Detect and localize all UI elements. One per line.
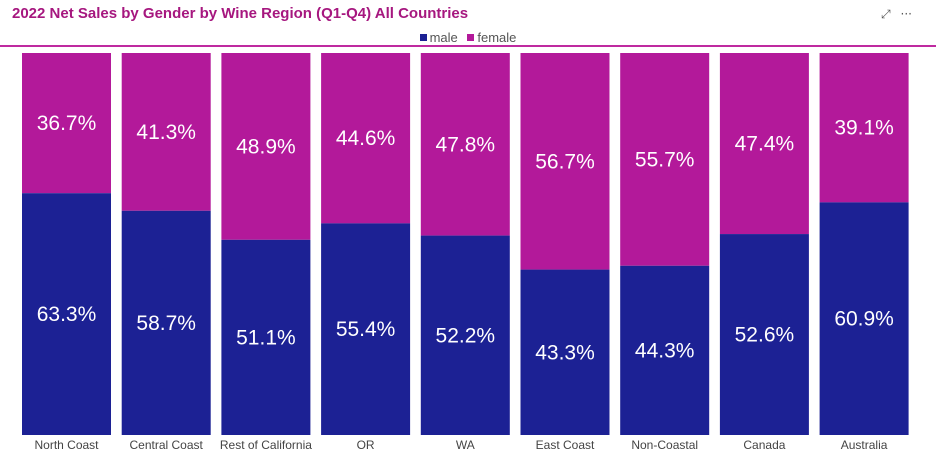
legend-swatch-female [467,34,475,41]
data-label-male-or: 55.4% [336,318,396,341]
bar-female-canada[interactable] [719,53,809,235]
bar-female-australia[interactable] [819,53,909,203]
data-label-female-north-coast: 36.7% [37,112,97,135]
x-tick-label-or: OR [357,438,375,452]
x-tick-label-north-coast: North Coast [34,438,99,452]
data-label-female-wa: 47.8% [436,133,496,156]
data-label-female-central-coast: 41.3% [136,121,196,144]
data-label-female-rest-of-california: 48.9% [236,135,296,158]
legend: male female [0,30,936,45]
bar-female-north-coast[interactable] [22,53,111,194]
bar-male-rest-of-california[interactable] [221,239,311,435]
data-label-male-australia: 60.9% [834,308,894,331]
legend-label-female: female [477,30,517,45]
chart-top-border [0,45,936,47]
bar-female-east-coast[interactable] [520,53,610,270]
legend-swatch-male [419,34,427,41]
bar-female-central-coast[interactable] [121,53,211,211]
bar-male-or[interactable] [321,223,411,435]
expand-icon[interactable]: ⤢ [880,7,891,21]
data-label-male-east-coast: 43.3% [535,341,595,364]
data-label-male-north-coast: 63.3% [37,303,97,326]
data-label-female-non-coastal: 55.7% [635,148,695,171]
data-label-female-canada: 47.4% [735,133,795,156]
data-label-female-or: 44.6% [336,127,396,150]
bar-female-wa[interactable] [420,53,510,236]
chart-toolbar: ⤢ ··· [881,6,912,22]
x-tick-label-central-coast: Central Coast [130,438,204,452]
data-label-male-rest-of-california: 51.1% [236,326,296,349]
bar-male-wa[interactable] [420,235,510,435]
bar-male-australia[interactable] [819,202,909,435]
x-tick-label-east-coast: East Coast [536,438,595,452]
x-tick-label-non-coastal: Non-Coastal [631,438,698,452]
x-tick-label-australia: Australia [841,438,888,452]
x-tick-label-wa: WA [456,438,475,452]
legend-item-male[interactable]: male [419,30,458,45]
data-label-male-non-coastal: 44.3% [635,339,695,362]
bar-male-central-coast[interactable] [121,210,211,435]
data-label-female-australia: 39.1% [834,117,894,140]
bar-male-non-coastal[interactable] [620,265,710,435]
data-label-male-central-coast: 58.7% [136,312,196,335]
bar-female-or[interactable] [321,53,411,224]
data-label-male-wa: 52.2% [436,324,496,347]
data-label-male-canada: 52.6% [735,324,795,347]
more-options-icon[interactable]: ··· [900,7,912,21]
legend-label-male: male [429,30,458,45]
data-label-female-east-coast: 56.7% [535,150,595,173]
chart-title: 2022 Net Sales by Gender by Wine Region … [12,5,469,22]
bar-female-non-coastal[interactable] [620,53,710,266]
bar-male-north-coast[interactable] [22,193,111,435]
bar-female-rest-of-california[interactable] [221,53,311,240]
legend-item-female[interactable]: female [467,30,516,45]
x-tick-label-rest-of-california: Rest of California [220,438,312,452]
bar-male-canada[interactable] [719,234,809,435]
x-tick-label-canada: Canada [743,438,785,452]
bar-male-east-coast[interactable] [520,269,610,435]
